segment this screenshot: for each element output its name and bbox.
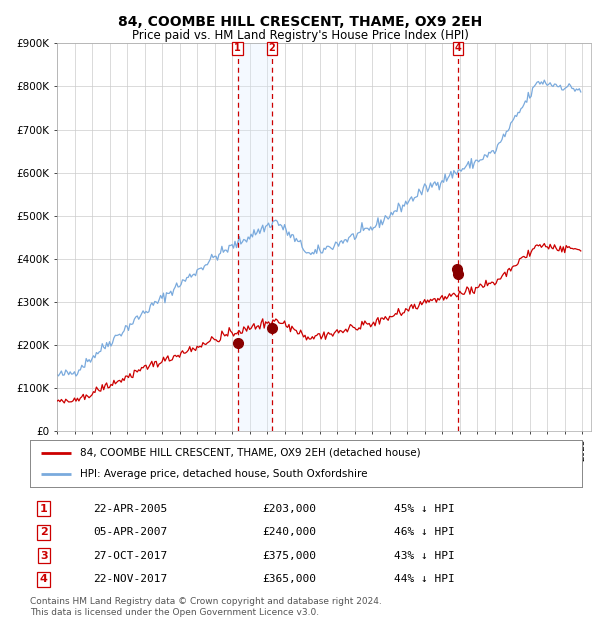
Text: £365,000: £365,000: [262, 574, 316, 584]
Text: 1: 1: [234, 43, 241, 53]
Text: 4: 4: [40, 574, 48, 584]
Text: HPI: Average price, detached house, South Oxfordshire: HPI: Average price, detached house, Sout…: [80, 469, 367, 479]
Text: 4: 4: [454, 43, 461, 53]
Text: 22-APR-2005: 22-APR-2005: [94, 504, 168, 514]
Text: 43% ↓ HPI: 43% ↓ HPI: [394, 551, 455, 561]
Text: Price paid vs. HM Land Registry's House Price Index (HPI): Price paid vs. HM Land Registry's House …: [131, 29, 469, 42]
Bar: [238, 43, 272, 431]
Text: 05-APR-2007: 05-APR-2007: [94, 527, 168, 538]
Text: £240,000: £240,000: [262, 527, 316, 538]
Text: £375,000: £375,000: [262, 551, 316, 561]
Text: 84, COOMBE HILL CRESCENT, THAME, OX9 2EH (detached house): 84, COOMBE HILL CRESCENT, THAME, OX9 2EH…: [80, 448, 421, 458]
Text: 2: 2: [40, 527, 47, 538]
Text: 84, COOMBE HILL CRESCENT, THAME, OX9 2EH: 84, COOMBE HILL CRESCENT, THAME, OX9 2EH: [118, 16, 482, 30]
Text: 44% ↓ HPI: 44% ↓ HPI: [394, 574, 455, 584]
Text: 45% ↓ HPI: 45% ↓ HPI: [394, 504, 455, 514]
Text: 22-NOV-2017: 22-NOV-2017: [94, 574, 168, 584]
Text: £203,000: £203,000: [262, 504, 316, 514]
Text: 3: 3: [40, 551, 47, 561]
Text: 46% ↓ HPI: 46% ↓ HPI: [394, 527, 455, 538]
Text: 27-OCT-2017: 27-OCT-2017: [94, 551, 168, 561]
Text: 2: 2: [268, 43, 275, 53]
Text: Contains HM Land Registry data © Crown copyright and database right 2024.
This d: Contains HM Land Registry data © Crown c…: [30, 598, 382, 617]
Text: 1: 1: [40, 504, 47, 514]
